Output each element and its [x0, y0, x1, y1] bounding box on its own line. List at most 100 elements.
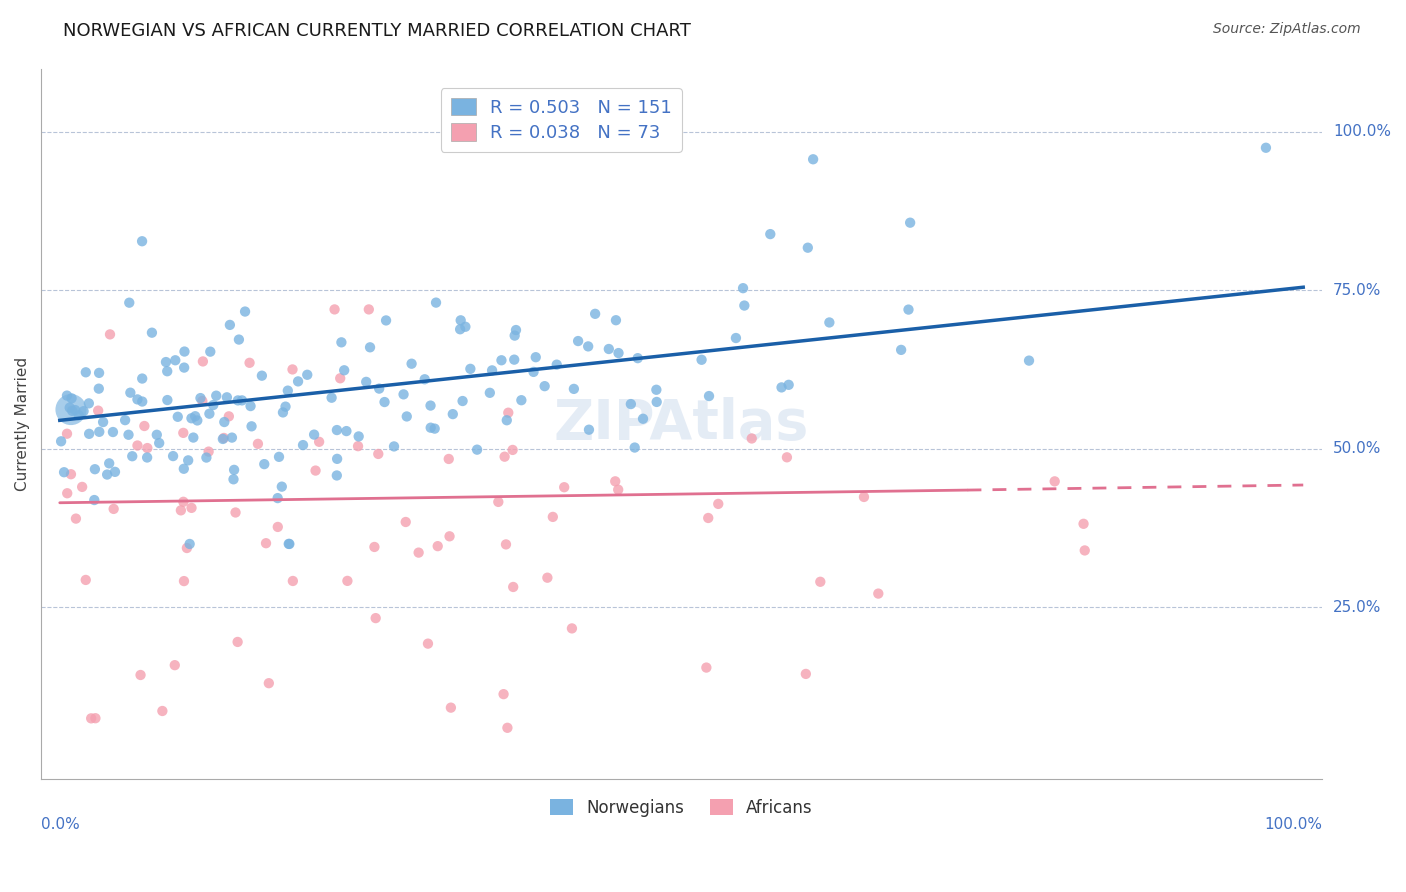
Point: [136, 450, 159, 465]
Point: [257, 676, 280, 690]
Point: [408, 546, 430, 560]
Point: [56, 486, 79, 500]
Point: [89, 425, 111, 439]
Point: [561, 621, 583, 635]
Point: [329, 371, 352, 385]
Point: [426, 539, 449, 553]
Point: [53, 465, 76, 479]
Point: [195, 450, 218, 465]
Point: [695, 660, 717, 674]
Point: [156, 392, 179, 407]
Point: [91, 415, 114, 429]
Point: [707, 497, 730, 511]
Point: [120, 385, 142, 400]
Point: [150, 704, 173, 718]
Point: [536, 571, 558, 585]
Point: [607, 346, 630, 360]
Point: [118, 295, 141, 310]
Point: [741, 432, 763, 446]
Point: [890, 343, 912, 357]
Point: [277, 384, 299, 398]
Point: [59, 402, 82, 417]
Point: [173, 344, 195, 359]
Point: [117, 427, 139, 442]
Point: [321, 391, 343, 405]
Point: [645, 395, 668, 409]
Point: [392, 387, 415, 401]
Point: [191, 394, 214, 409]
Point: [292, 438, 315, 452]
Point: [233, 304, 256, 318]
Point: [87, 382, 110, 396]
Point: [191, 354, 214, 368]
Point: [323, 302, 346, 317]
Point: [186, 413, 208, 427]
Point: [87, 403, 110, 417]
Point: [190, 391, 212, 405]
Point: [141, 326, 163, 340]
Point: [56, 388, 79, 402]
Point: [645, 383, 668, 397]
Point: [281, 574, 304, 588]
Point: [697, 511, 720, 525]
Point: [67, 409, 90, 423]
Point: [177, 453, 200, 467]
Point: [165, 353, 187, 368]
Point: [623, 441, 645, 455]
Point: [65, 511, 87, 525]
Point: [96, 467, 118, 482]
Text: 100.0%: 100.0%: [1264, 817, 1322, 832]
Point: [354, 375, 377, 389]
Point: [60, 392, 83, 406]
Point: [278, 537, 301, 551]
Point: [80, 711, 103, 725]
Point: [776, 450, 799, 465]
Point: [465, 442, 488, 457]
Point: [401, 357, 423, 371]
Point: [253, 457, 276, 471]
Point: [270, 480, 292, 494]
Point: [553, 480, 575, 494]
Point: [173, 360, 195, 375]
Point: [267, 450, 290, 464]
Point: [491, 353, 513, 368]
Point: [486, 495, 509, 509]
Point: [212, 431, 235, 445]
Point: [75, 573, 97, 587]
Y-axis label: Currently Married: Currently Married: [15, 357, 30, 491]
Legend: Norwegians, Africans: Norwegians, Africans: [543, 792, 820, 823]
Point: [437, 452, 460, 467]
Point: [83, 462, 105, 476]
Point: [357, 302, 380, 317]
Point: [607, 483, 630, 497]
Point: [131, 394, 153, 409]
Point: [1043, 475, 1066, 489]
Point: [170, 503, 193, 517]
Point: [219, 318, 242, 332]
Point: [503, 328, 526, 343]
Point: [240, 419, 263, 434]
Point: [72, 404, 94, 418]
Point: [598, 342, 620, 356]
Point: [59, 401, 82, 415]
Point: [759, 227, 782, 241]
Text: 50.0%: 50.0%: [1333, 442, 1381, 457]
Point: [56, 426, 79, 441]
Point: [176, 541, 198, 555]
Point: [218, 409, 240, 424]
Text: NORWEGIAN VS AFRICAN CURRENTLY MARRIED CORRELATION CHART: NORWEGIAN VS AFRICAN CURRENTLY MARRIED C…: [63, 22, 692, 40]
Point: [425, 295, 447, 310]
Point: [172, 425, 194, 440]
Point: [605, 313, 627, 327]
Point: [77, 396, 100, 410]
Point: [266, 491, 288, 505]
Point: [226, 393, 249, 408]
Point: [801, 153, 824, 167]
Point: [308, 434, 330, 449]
Point: [731, 281, 754, 295]
Point: [77, 426, 100, 441]
Point: [852, 490, 875, 504]
Point: [363, 540, 385, 554]
Point: [496, 721, 519, 735]
Point: [724, 331, 747, 345]
